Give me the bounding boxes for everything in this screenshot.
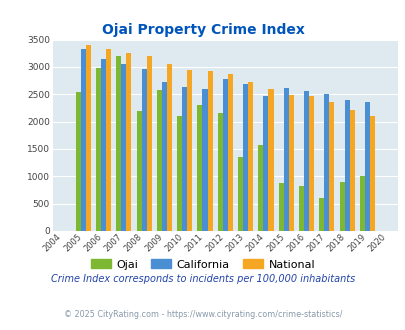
Bar — [344, 100, 349, 231]
Bar — [288, 95, 293, 231]
Bar — [146, 56, 151, 231]
Bar — [116, 56, 121, 231]
Bar — [369, 115, 374, 231]
Bar — [162, 82, 166, 231]
Bar — [359, 176, 364, 231]
Bar — [156, 90, 162, 231]
Text: Ojai Property Crime Index: Ojai Property Crime Index — [101, 23, 304, 37]
Bar — [298, 186, 303, 231]
Legend: Ojai, California, National: Ojai, California, National — [86, 255, 319, 274]
Bar — [364, 103, 369, 231]
Bar — [101, 59, 106, 231]
Bar — [187, 70, 192, 231]
Bar — [328, 102, 334, 231]
Bar — [268, 89, 273, 231]
Bar — [303, 91, 308, 231]
Bar — [308, 96, 313, 231]
Bar — [349, 110, 354, 231]
Bar — [247, 82, 253, 231]
Bar — [222, 79, 227, 231]
Bar — [278, 183, 283, 231]
Bar — [217, 114, 222, 231]
Bar — [166, 64, 172, 231]
Bar — [197, 105, 202, 231]
Bar — [318, 198, 324, 231]
Bar — [75, 91, 81, 231]
Bar — [202, 89, 207, 231]
Bar — [141, 69, 146, 231]
Bar — [81, 49, 85, 231]
Bar — [283, 88, 288, 231]
Bar — [227, 74, 232, 231]
Bar — [339, 182, 344, 231]
Bar — [237, 157, 243, 231]
Bar — [106, 49, 111, 231]
Text: Crime Index corresponds to incidents per 100,000 inhabitants: Crime Index corresponds to incidents per… — [51, 274, 354, 284]
Bar — [121, 64, 126, 231]
Bar — [177, 116, 182, 231]
Bar — [85, 45, 91, 231]
Bar — [126, 53, 131, 231]
Bar — [243, 84, 247, 231]
Bar — [96, 68, 101, 231]
Bar — [182, 87, 187, 231]
Bar — [258, 145, 263, 231]
Text: © 2025 CityRating.com - https://www.cityrating.com/crime-statistics/: © 2025 CityRating.com - https://www.city… — [64, 310, 341, 319]
Bar — [207, 71, 212, 231]
Bar — [324, 94, 328, 231]
Bar — [263, 96, 268, 231]
Bar — [136, 111, 141, 231]
